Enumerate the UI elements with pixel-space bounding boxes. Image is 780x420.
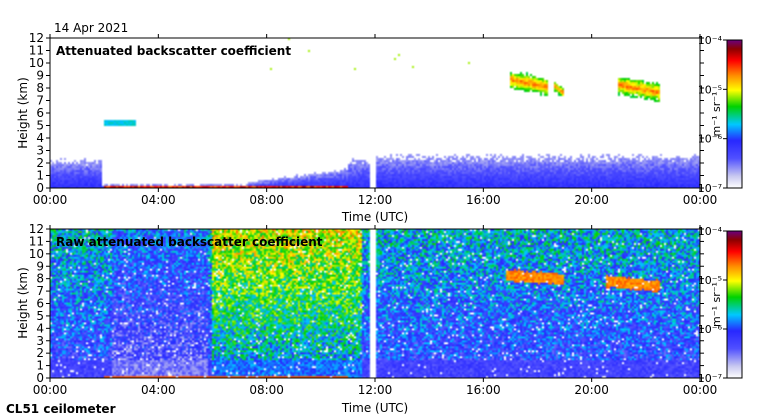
colorbar: 10⁻⁷ 10⁻⁶ 10⁻⁵ 10⁻⁴ m⁻¹ sr⁻¹: [698, 225, 743, 385]
y-tick-label: 11: [29, 234, 44, 248]
instrument-label: CL51 ceilometer: [6, 402, 116, 416]
y-tick-label: 5: [36, 309, 44, 323]
x-axis: 00:00 04:00 08:00 12:00 16:00 20:00 00:00: [33, 34, 718, 207]
y-tick-label: 1: [36, 169, 44, 183]
x-tick-label: 04:00: [141, 383, 176, 397]
x-axis: 00:00 04:00 08:00 12:00 16:00 20:00 00:00: [33, 225, 718, 397]
raw-attenuated-backscatter-panel: Raw attenuated backscatter coefficient 0…: [16, 222, 743, 415]
x-tick-label: 08:00: [249, 383, 284, 397]
x-tick-label: 00:00: [33, 383, 68, 397]
y-tick-label: 0: [36, 371, 44, 385]
y-tick-label: 3: [36, 334, 44, 348]
x-tick-label: 00:00: [33, 193, 68, 207]
y-tick-label: 7: [36, 94, 44, 108]
colorbar-tick-label: 10⁻⁶: [698, 133, 723, 146]
colorbar-tick-label: 10⁻⁵: [698, 83, 722, 96]
y-tick-label: 4: [36, 321, 44, 335]
y-axis-label: Height (km): [16, 267, 30, 338]
x-tick-label: 04:00: [141, 193, 176, 207]
x-tick-label: 20:00: [574, 193, 609, 207]
y-tick-label: 4: [36, 131, 44, 145]
y-tick-label: 7: [36, 284, 44, 298]
attenuated-backscatter-panel: Attenuated backscatter coefficient 01234…: [16, 31, 743, 224]
y-tick-label: 8: [36, 272, 44, 286]
y-tick-label: 1: [36, 359, 44, 373]
x-axis-label: Time (UTC): [341, 401, 408, 415]
colorbar-unit-label: m⁻¹ sr⁻¹: [710, 92, 723, 137]
x-tick-label: 12:00: [358, 193, 393, 207]
colorbar-tick-label: 10⁻⁶: [698, 323, 723, 336]
y-tick-label: 10: [29, 56, 44, 70]
y-tick-label: 3: [36, 144, 44, 158]
x-tick-label: 12:00: [358, 383, 393, 397]
date-label: 14 Apr 2021: [54, 21, 129, 35]
colorbar-unit-label: m⁻¹ sr⁻¹: [710, 282, 723, 327]
x-tick-label: 00:00: [683, 193, 718, 207]
x-tick-label: 20:00: [574, 383, 609, 397]
y-tick-label: 6: [36, 297, 44, 311]
colorbar-tick-label: 10⁻⁴: [698, 34, 723, 47]
y-tick-label: 11: [29, 44, 44, 58]
colorbar-tick-label: 10⁻⁵: [698, 274, 722, 287]
y-tick-label: 12: [29, 222, 44, 236]
colorbar-tick-label: 10⁻⁷: [698, 182, 722, 195]
x-axis-label: Time (UTC): [341, 210, 408, 224]
colorbar-gradient: [726, 230, 743, 379]
x-tick-label: 16:00: [466, 193, 501, 207]
x-tick-label: 08:00: [249, 193, 284, 207]
panel-title: Raw attenuated backscatter coefficient: [56, 235, 323, 249]
y-tick-label: 6: [36, 106, 44, 120]
y-tick-label: 8: [36, 81, 44, 95]
colorbar-tick-label: 10⁻⁴: [698, 225, 723, 238]
y-tick-label: 9: [36, 259, 44, 273]
heatmap-image: [50, 38, 700, 188]
colorbar: 10⁻⁷ 10⁻⁶ 10⁻⁵ 10⁻⁴ m⁻¹ sr⁻¹: [698, 34, 743, 195]
y-tick-label: 2: [36, 156, 44, 170]
panel-title: Attenuated backscatter coefficient: [56, 44, 291, 58]
x-tick-label: 00:00: [683, 383, 718, 397]
heatmap-image: [50, 229, 700, 378]
x-tick-label: 16:00: [466, 383, 501, 397]
y-tick-label: 12: [29, 31, 44, 45]
y-tick-label: 0: [36, 181, 44, 195]
colorbar-tick-label: 10⁻⁷: [698, 372, 722, 385]
y-axis-label: Height (km): [16, 77, 30, 148]
colorbar-gradient: [726, 39, 743, 189]
y-tick-label: 10: [29, 247, 44, 261]
y-tick-label: 9: [36, 69, 44, 83]
y-tick-label: 2: [36, 346, 44, 360]
y-tick-label: 5: [36, 119, 44, 133]
